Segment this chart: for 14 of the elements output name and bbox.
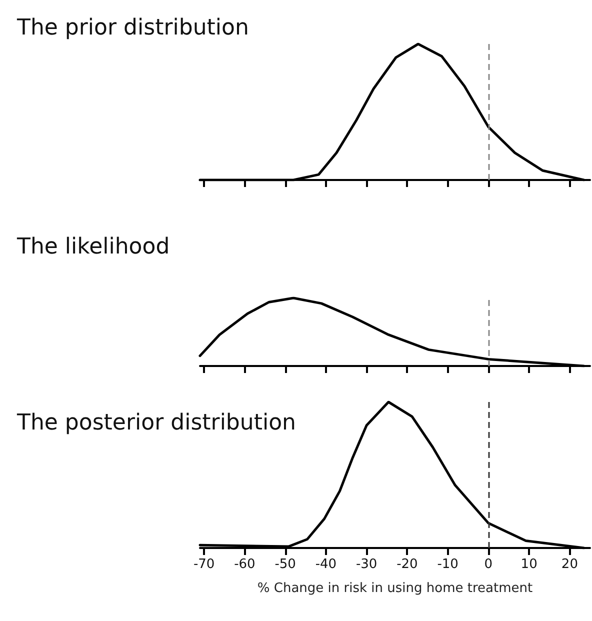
x-tick-label: -70	[193, 557, 215, 572]
x-tick-label: 0	[484, 557, 493, 572]
chart-title: The posterior distribution	[16, 410, 296, 436]
x-tick-label: -10	[437, 557, 458, 572]
x-tick-label: -30	[356, 557, 378, 572]
chart-title: The likelihood	[16, 234, 170, 260]
x-tick-label: -50	[274, 557, 296, 572]
x-tick-label: -60	[234, 557, 256, 572]
x-tick-label: -40	[315, 557, 337, 572]
x-axis-title: % Change in risk in using home treatment	[257, 581, 533, 596]
x-tick-label: 20	[561, 557, 578, 572]
x-tick-label: -20	[396, 557, 418, 572]
x-tick-label: 10	[520, 557, 538, 572]
chart-title: The prior distribution	[16, 16, 249, 40]
